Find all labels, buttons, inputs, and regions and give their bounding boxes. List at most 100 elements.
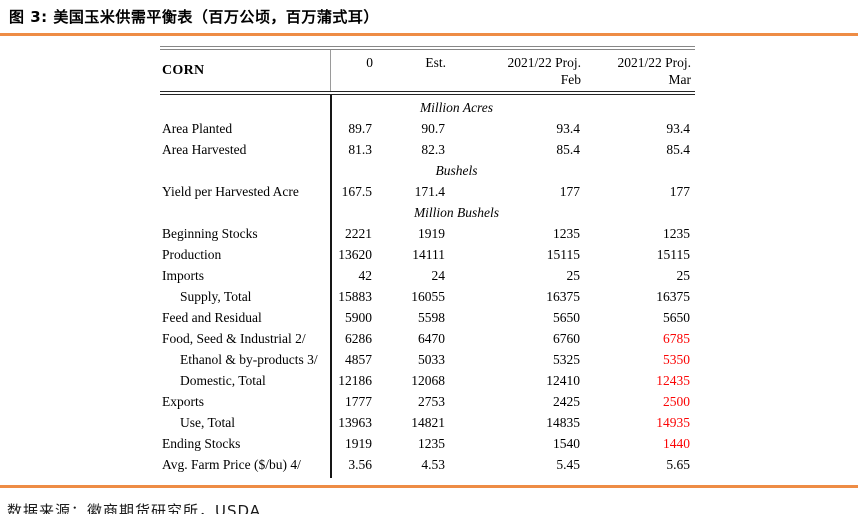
cell-value: 5350 [663,351,690,367]
cell-value: 5325 [553,351,580,367]
cell-value: 3.56 [348,456,372,472]
column-header-line1: 0 [366,55,373,70]
table-row: Production 13620 14111 15115 15115 [160,244,695,265]
cell-value: 12068 [411,372,445,388]
table-row: Yield per Harvested Acre 167.5 171.4 177 177 [160,181,695,202]
row-label: Ending Stocks [162,435,241,451]
row-label: Production [162,246,222,262]
table-body: Million Acres Area Planted 89.7 90.7 93.4 93.… [160,95,695,478]
column-header: 2021/22 Proj. Mar [584,50,694,91]
corn-balance-table: CORN 0 Est. 2021/22 Proj. Feb 2021/22 Pr… [160,46,695,478]
table-row: Area Harvested 81.3 82.3 85.4 85.4 [160,139,695,160]
cell-value: 15883 [338,288,372,304]
cell-value: 15115 [546,246,580,262]
table-row: Area Planted 89.7 90.7 93.4 93.4 [160,118,695,139]
cell-value: 93.4 [556,120,580,136]
row-label: Exports [162,393,204,409]
table-row: Avg. Farm Price ($/bu) 4/3.56 4.53 5.45 5.6… [160,454,695,475]
cell-value: 6286 [345,330,372,346]
cell-value: 16055 [411,288,445,304]
cell-value: 82.3 [421,141,445,157]
cell-value: 12410 [546,372,580,388]
cell-value: 177 [559,183,580,199]
table-row: Feed and Residual 5900 5598 5650 5650 [160,307,695,328]
table-row: Domestic, Total 12186 12068 12410 12435 [160,370,695,391]
unit-label: Million Acres [419,99,494,115]
cell-value: 81.3 [348,141,372,157]
unit-row: Million Bushels [160,202,695,223]
row-label: Feed and Residual [162,309,262,325]
cell-value: 42 [358,267,373,283]
cell-value: 5.65 [666,456,690,472]
row-label: Food, Seed & Industrial 2/ [162,330,306,346]
column-header-line2 [331,71,373,88]
column-header: 0 [331,50,376,91]
row-label: Domestic, Total [180,372,266,388]
unit-label: Million Bushels [413,204,500,220]
cell-value: 89.7 [348,120,372,136]
cell-value: 12186 [338,372,372,388]
cell-value: 93.4 [666,120,690,136]
row-label: Area Planted [162,120,233,136]
cell-value: 6760 [553,330,580,346]
table-row: Food, Seed & Industrial 2/6286 6470 6760 67… [160,328,695,349]
table-row: Ethanol & by-products 3/4857 5033 5325 5350 [160,349,695,370]
cell-value: 16375 [656,288,690,304]
column-header-line1: 2021/22 Proj. [617,55,691,70]
cell-value: 6470 [418,330,445,346]
cell-value: 5.45 [556,456,580,472]
cell-value: 14835 [546,414,580,430]
cell-value: 5650 [663,309,690,325]
table-row: Imports 42 24 25 25 [160,265,695,286]
column-header-line1: 2021/22 Proj. [507,55,581,70]
column-header-line2: Mar [668,72,692,87]
table-row: Beginning Stocks 2221 1919 1235 1235 [160,223,695,244]
cell-value: 5650 [553,309,580,325]
row-label: Ethanol & by-products 3/ [180,351,318,367]
cell-value: 1235 [663,225,690,241]
row-label: Avg. Farm Price ($/bu) 4/ [162,456,301,472]
row-label: Imports [162,267,204,283]
cell-value: 24 [431,267,446,283]
cell-value: 1777 [345,393,372,409]
cell-value: 25 [676,267,691,283]
unit-row: Bushels [160,160,695,181]
cell-value: 1235 [553,225,580,241]
cell-value: 14111 [412,246,445,262]
cell-value: 171.4 [414,183,445,199]
cell-value: 2500 [663,393,690,409]
cell-value: 25 [566,267,581,283]
cell-value: 5900 [345,309,372,325]
column-header-line2: Feb [560,72,581,87]
cell-value: 13963 [338,414,372,430]
cell-value: 1235 [418,435,445,451]
cell-value: 1440 [663,435,690,451]
cell-value: 15115 [656,246,690,262]
table-row: Exports 1777 2753 2425 2500 [160,391,695,412]
cell-value: 5598 [418,309,445,325]
figure-title: 图 3: 美国玉米供需平衡表（百万公顷，百万蒲式耳） [9,8,379,26]
bottom-divider [0,485,858,488]
top-divider [0,33,858,36]
cell-value: 2425 [553,393,580,409]
row-label: Supply, Total [180,288,252,304]
cell-value: 4857 [345,351,372,367]
cell-value: 14935 [656,414,690,430]
column-header-line1: Est. [425,55,446,70]
cell-value: 16375 [546,288,580,304]
table-header-row: CORN 0 Est. 2021/22 Proj. Feb 2021/22 Pr… [160,46,695,95]
column-header: 2021/22 Proj. Feb [449,50,584,91]
cell-value: 167.5 [341,183,372,199]
unit-row: Million Acres [160,97,695,118]
table-header-columns: 0 Est. 2021/22 Proj. Feb 2021/22 Proj. M… [330,50,694,91]
cell-value: 1919 [345,435,372,451]
cell-value: 177 [669,183,690,199]
cell-value: 4.53 [421,456,445,472]
row-label: Area Harvested [162,141,247,157]
data-source-note: 数据来源：徽商期货研究所，USDA [7,502,262,514]
unit-label: Bushels [435,162,478,178]
cell-value: 6785 [663,330,690,346]
row-label: Use, Total [180,414,236,430]
cell-value: 85.4 [666,141,690,157]
cell-value: 2753 [418,393,445,409]
